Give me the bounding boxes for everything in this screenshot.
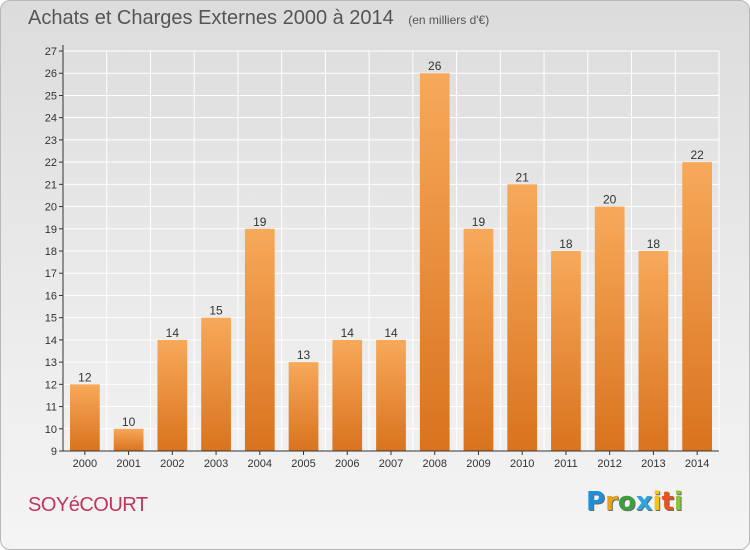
y-tick-label: 13 bbox=[45, 357, 57, 369]
bar bbox=[376, 339, 406, 451]
y-tick-label: 18 bbox=[45, 246, 57, 258]
y-tick-label: 22 bbox=[45, 157, 57, 169]
bar bbox=[638, 251, 669, 451]
bar bbox=[507, 184, 538, 452]
bars: 12 10 14 15 19 13 14 14 26 19 21 18 20 18 22 bbox=[69, 59, 713, 452]
y-tick-label: 24 bbox=[45, 113, 57, 125]
x-tick-label: 2000 bbox=[73, 458, 97, 470]
logo-letter: t bbox=[661, 487, 674, 517]
logo-letter: i bbox=[652, 487, 662, 517]
bar bbox=[288, 362, 319, 451]
bar bbox=[113, 428, 144, 451]
x-tick-label: 2012 bbox=[597, 458, 621, 470]
y-tick-label: 10 bbox=[45, 424, 57, 436]
x-tick-label: 2006 bbox=[335, 458, 359, 470]
bar bbox=[594, 206, 625, 451]
data-label: 14 bbox=[341, 326, 355, 340]
y-tick-label: 23 bbox=[45, 135, 57, 147]
data-label: 22 bbox=[690, 148, 704, 162]
x-tick-label: 2003 bbox=[204, 458, 228, 470]
x-tick-label: 2011 bbox=[554, 458, 578, 470]
bar bbox=[463, 228, 494, 451]
bar bbox=[682, 162, 713, 451]
y-tick-label: 20 bbox=[45, 202, 57, 214]
data-label: 26 bbox=[428, 59, 442, 73]
x-tick-label: 2005 bbox=[291, 458, 315, 470]
logo-letter: P bbox=[586, 487, 606, 517]
y-tick-label: 21 bbox=[45, 179, 57, 191]
y-tick-label: 11 bbox=[46, 402, 57, 414]
x-tick-label: 2008 bbox=[422, 458, 446, 470]
y-tick-label: 19 bbox=[45, 224, 57, 236]
x-tick-label: 2002 bbox=[160, 458, 184, 470]
bar bbox=[157, 339, 188, 451]
data-label: 12 bbox=[78, 370, 92, 384]
x-tick-label: 2010 bbox=[510, 458, 534, 470]
y-tick-label: 27 bbox=[45, 46, 57, 58]
chart-header: Achats et Charges Externes 2000 à 2014 (… bbox=[28, 7, 489, 30]
y-tick-label: 14 bbox=[45, 335, 57, 347]
y-tick-label: 26 bbox=[45, 68, 57, 80]
y-tick-label: 25 bbox=[45, 90, 57, 102]
x-tick-label: 2004 bbox=[248, 458, 272, 470]
data-label: 10 bbox=[122, 415, 136, 429]
bar bbox=[69, 384, 100, 451]
data-label: 14 bbox=[166, 326, 180, 340]
x-tick-label: 2014 bbox=[685, 458, 709, 470]
chart-title: Achats et Charges Externes 2000 à 2014 bbox=[28, 7, 394, 29]
logo-letter: r bbox=[605, 487, 618, 517]
data-label: 21 bbox=[516, 170, 530, 184]
bar bbox=[244, 228, 275, 451]
logo-letter: o bbox=[617, 487, 636, 517]
y-tick-label: 15 bbox=[45, 313, 57, 325]
data-label: 18 bbox=[647, 237, 661, 251]
y-tick-label: 17 bbox=[45, 268, 57, 280]
proxiti-logo: Proxiti bbox=[586, 487, 683, 517]
logo-letter: x bbox=[635, 487, 653, 517]
bar bbox=[201, 317, 231, 451]
x-tick-label: 2007 bbox=[379, 458, 403, 470]
data-label: 19 bbox=[253, 215, 267, 229]
bar bbox=[551, 251, 581, 451]
x-tick-label: 2001 bbox=[116, 458, 140, 470]
axes: 9 10 11 12 13 14 15 16 17 18 19 20 21 22 23 24 25 26 27 200… bbox=[45, 45, 719, 470]
x-tick-label: 2013 bbox=[641, 458, 665, 470]
data-label: 15 bbox=[209, 304, 223, 318]
bar bbox=[332, 339, 363, 451]
y-tick-label: 9 bbox=[51, 446, 57, 458]
data-label: 18 bbox=[559, 237, 573, 251]
y-tick-label: 16 bbox=[45, 290, 57, 302]
logo-letter: i bbox=[673, 487, 683, 517]
data-label: 14 bbox=[384, 326, 398, 340]
y-tick-label: 12 bbox=[45, 379, 57, 391]
x-tick-label: 2009 bbox=[466, 458, 490, 470]
bar bbox=[419, 73, 450, 451]
commune-name: SOYéCOURT bbox=[28, 494, 148, 516]
data-label: 19 bbox=[472, 215, 486, 229]
data-label: 20 bbox=[603, 193, 617, 207]
data-label: 13 bbox=[297, 348, 311, 362]
chart-subtitle: (en milliers d'€) bbox=[408, 13, 490, 27]
